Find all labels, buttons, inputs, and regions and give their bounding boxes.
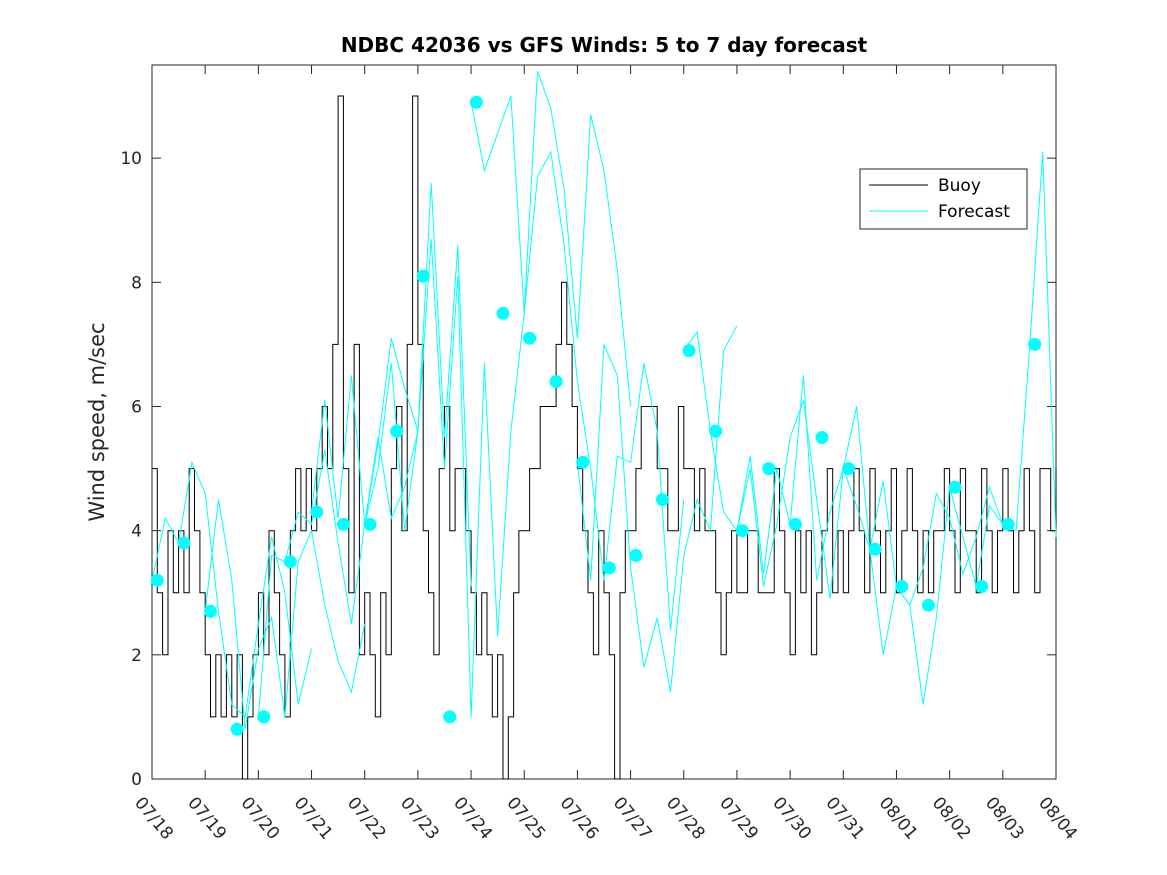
- forecast-marker: [390, 424, 404, 438]
- forecast-marker: [656, 493, 669, 507]
- forecast-marker: [842, 462, 856, 476]
- forecast-series-line: [311, 182, 472, 587]
- legend-forecast-label: Forecast: [938, 202, 1010, 222]
- forecast-marker: [629, 549, 643, 562]
- forecast-series-line: [470, 71, 632, 407]
- forecast-marker: [762, 462, 776, 476]
- legend-box: [859, 168, 1028, 230]
- forecast-series-line: [364, 238, 525, 717]
- y-axis-ticks: 0 2 4 6 8 10: [120, 149, 1056, 790]
- y-tick-label: 0: [131, 770, 142, 790]
- forecast-marker: [948, 480, 962, 494]
- forecast-marker: [682, 344, 696, 358]
- forecast-series-line: [576, 325, 738, 693]
- buoy-series-line: [152, 95, 1057, 780]
- forecast-marker: [975, 580, 989, 593]
- forecast-marker: [523, 331, 537, 345]
- forecast-marker: [895, 580, 909, 593]
- y-tick-label: 8: [131, 273, 142, 293]
- forecast-marker: [469, 95, 483, 109]
- forecast-marker: [496, 306, 510, 320]
- forecast-marker: [310, 505, 324, 519]
- forecast-marker: [735, 524, 749, 538]
- chart-title: NDBC 42036 vs GFS Winds: 5 to 7 day fore…: [341, 33, 868, 57]
- y-tick-label: 6: [131, 397, 142, 417]
- forecast-marker: [815, 431, 829, 444]
- forecast-marker: [416, 269, 430, 283]
- forecast-marker: [868, 542, 882, 556]
- forecast-marker: [602, 561, 616, 575]
- forecast-marker: [363, 517, 377, 531]
- legend: Buoy Forecast: [859, 168, 1028, 230]
- forecast-marker: [177, 536, 191, 550]
- forecast-marker: [230, 722, 244, 736]
- forecast-series-line: [204, 499, 366, 730]
- forecast-marker: [204, 604, 217, 618]
- forecast-marker: [576, 455, 590, 469]
- y-tick-label: 10: [120, 149, 142, 169]
- forecast-marker: [443, 710, 457, 724]
- forecast-marker: [150, 573, 164, 587]
- forecast-marker: [1001, 517, 1015, 531]
- y-axis-label: Wind speed, m/sec: [85, 322, 109, 521]
- forecast-series-line: [523, 150, 685, 631]
- forecast-marker: [283, 555, 297, 569]
- legend-buoy-label: Buoy: [938, 176, 981, 196]
- y-tick-label: 4: [131, 522, 142, 542]
- forecast-marker: [257, 710, 271, 724]
- forecast-marker: [1028, 337, 1042, 351]
- forecast-series-line: [896, 151, 1057, 607]
- forecast-marker: [549, 375, 563, 389]
- forecast-marker: [788, 517, 802, 531]
- forecast-marker: [336, 517, 350, 531]
- forecast-marker: [709, 424, 723, 438]
- forecast-marker: [921, 598, 935, 612]
- y-tick-label: 2: [131, 646, 142, 666]
- series-layer: [150, 71, 1057, 780]
